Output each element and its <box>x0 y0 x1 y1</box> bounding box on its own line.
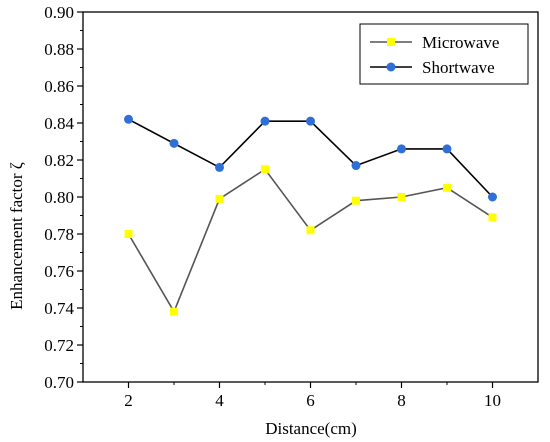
x-tick-label: 6 <box>306 391 315 410</box>
shortwave-point <box>488 192 497 202</box>
legend-microwave-marker <box>387 38 395 46</box>
microwave-point <box>443 183 451 192</box>
x-tick-label: 2 <box>124 391 133 410</box>
shortwave-point <box>169 138 179 148</box>
y-tick-label: 0.70 <box>44 373 74 392</box>
shortwave-point <box>124 114 133 124</box>
plot-layer: 2 4 6 8 10 0.70 0.72 0.74 0.76 0.78 0.80 0.82 0.84 0.… <box>44 3 539 410</box>
y-tick-label: 0.80 <box>44 188 74 207</box>
microwave-point <box>306 226 315 235</box>
shortwave-point <box>397 144 406 154</box>
legend-microwave-label: Microwave <box>422 33 499 52</box>
x-tick-label: 4 <box>215 391 224 410</box>
y-axis-label: Enhancement factor ζ <box>7 162 26 310</box>
microwave-line <box>127 168 493 314</box>
x-tick-label: 10 <box>484 391 501 410</box>
y-tick-label: 0.88 <box>44 40 74 59</box>
y-tick-label: 0.90 <box>44 3 74 22</box>
microwave-point <box>488 213 497 222</box>
microwave-point <box>261 165 269 174</box>
legend-box <box>359 23 529 85</box>
y-tick-label: 0.78 <box>44 225 74 244</box>
shortwave-line <box>128 118 494 198</box>
shortwave-point <box>442 144 452 154</box>
shortwave-point <box>351 161 361 171</box>
y-tick-label: 0.74 <box>44 299 74 318</box>
y-tick-label: 0.72 <box>44 336 74 355</box>
y-tick-label: 0.86 <box>44 77 74 96</box>
x-axis-label: Distance(cm) <box>265 419 357 438</box>
shortwave-point <box>215 162 224 172</box>
y-tick-label: 0.82 <box>44 151 74 170</box>
shortwave-point <box>306 116 315 126</box>
legend-shortwave-label: Shortwave <box>422 58 495 77</box>
microwave-point <box>397 193 406 201</box>
microwave-point <box>124 230 133 238</box>
microwave-point <box>170 307 178 316</box>
microwave-point <box>352 196 360 205</box>
y-tick-label: 0.76 <box>44 262 74 281</box>
legend-shortwave-marker <box>386 62 396 72</box>
x-tick-label: 8 <box>397 391 406 410</box>
y-tick-label: 0.84 <box>44 114 74 133</box>
microwave-point <box>215 194 224 203</box>
shortwave-point <box>260 116 270 126</box>
